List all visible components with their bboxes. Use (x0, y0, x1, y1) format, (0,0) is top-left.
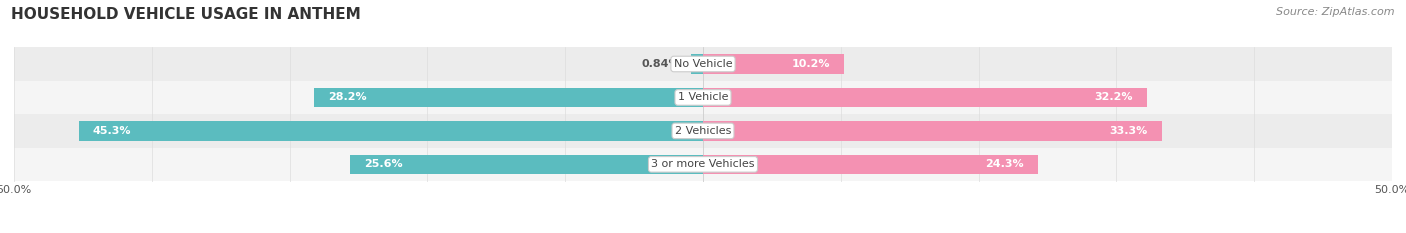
Text: 24.3%: 24.3% (986, 159, 1024, 169)
Bar (703, 121, 1161, 140)
Text: 0.84%: 0.84% (641, 59, 681, 69)
Bar (79, 121, 703, 140)
Text: 1 Vehicle: 1 Vehicle (678, 93, 728, 103)
Legend: Owner-occupied, Renter-occupied: Owner-occupied, Renter-occupied (568, 232, 838, 233)
Text: 32.2%: 32.2% (1094, 93, 1133, 103)
Bar (14, 81, 1392, 114)
Text: 25.6%: 25.6% (364, 159, 402, 169)
Bar (350, 155, 703, 174)
Text: 33.3%: 33.3% (1109, 126, 1149, 136)
Bar (14, 148, 1392, 181)
Bar (692, 54, 703, 74)
Text: 2 Vehicles: 2 Vehicles (675, 126, 731, 136)
Bar (703, 155, 1038, 174)
Bar (315, 88, 703, 107)
Bar (14, 114, 1392, 148)
Bar (703, 88, 1147, 107)
Text: 28.2%: 28.2% (328, 93, 367, 103)
Text: No Vehicle: No Vehicle (673, 59, 733, 69)
Text: 3 or more Vehicles: 3 or more Vehicles (651, 159, 755, 169)
Text: 45.3%: 45.3% (93, 126, 131, 136)
Text: HOUSEHOLD VEHICLE USAGE IN ANTHEM: HOUSEHOLD VEHICLE USAGE IN ANTHEM (11, 7, 361, 22)
Text: Source: ZipAtlas.com: Source: ZipAtlas.com (1277, 7, 1395, 17)
Bar (703, 54, 844, 74)
Bar (14, 47, 1392, 81)
Text: 10.2%: 10.2% (792, 59, 830, 69)
